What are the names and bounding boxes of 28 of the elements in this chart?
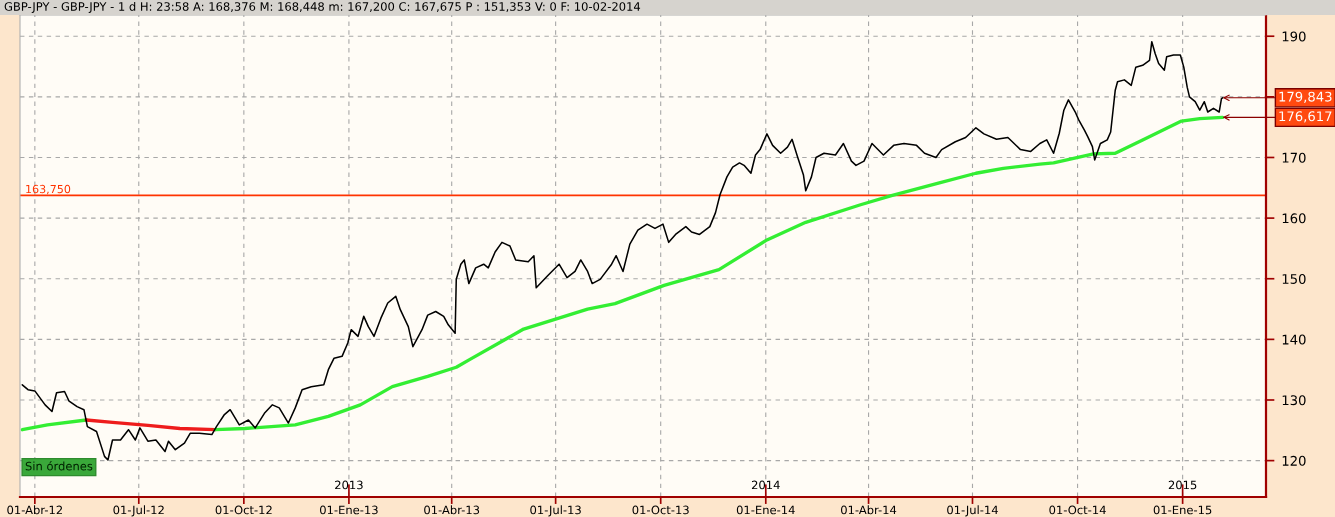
- x2-tick-label: 2014: [751, 480, 780, 490]
- x-tick-label: 01-Ene-13: [320, 505, 378, 515]
- y-tick-label: 160: [1282, 213, 1306, 224]
- annotation: 176,617: [1279, 111, 1332, 123]
- x-tick-label: 01-Oct-14: [1049, 505, 1106, 515]
- x-tick-label: 01-Ene-15: [1153, 505, 1212, 515]
- y-tick-label: 140: [1282, 334, 1306, 345]
- x-tick-label: 01-Jul-14: [947, 505, 998, 517]
- x-tick-label: 01-Ene-14: [736, 505, 795, 515]
- y-tick-label: 150: [1282, 273, 1306, 284]
- annotation: 179,843: [1279, 91, 1332, 103]
- annotation: Sin órdenes: [25, 461, 93, 471]
- x-tick-label: 01-Abr-14: [841, 505, 897, 515]
- x-tick-label: 01-Oct-13: [632, 505, 689, 515]
- chart-title: GBP-JPY - GBP-JPY - 1 d H: 23:58 A: 168,376 M: 168,448 m: 167,200 C: 167,675 P : 151,353 V: 0 F: 10-02-2014: [4, 1, 641, 13]
- line-series: [84, 418, 217, 432]
- x2-tick-label: 2013: [335, 480, 363, 490]
- x-tick-label: 01-Jul-13: [530, 505, 581, 517]
- y-tick-label: 120: [1282, 455, 1306, 466]
- x-tick-label: 01-Jul-12: [113, 505, 164, 517]
- x-tick-label: 01-Oct-12: [215, 505, 272, 515]
- ref-line-label: 163,750: [26, 184, 71, 195]
- x2-tick-label: 2015: [1168, 480, 1197, 490]
- x-tick-label: 01-Abr-13: [424, 505, 480, 515]
- x-tick-label: 01-Abr-12: [7, 505, 62, 515]
- y-tick-label: 130: [1282, 395, 1306, 406]
- y-tick-label: 190: [1282, 31, 1306, 42]
- y-tick-label: 170: [1282, 152, 1306, 163]
